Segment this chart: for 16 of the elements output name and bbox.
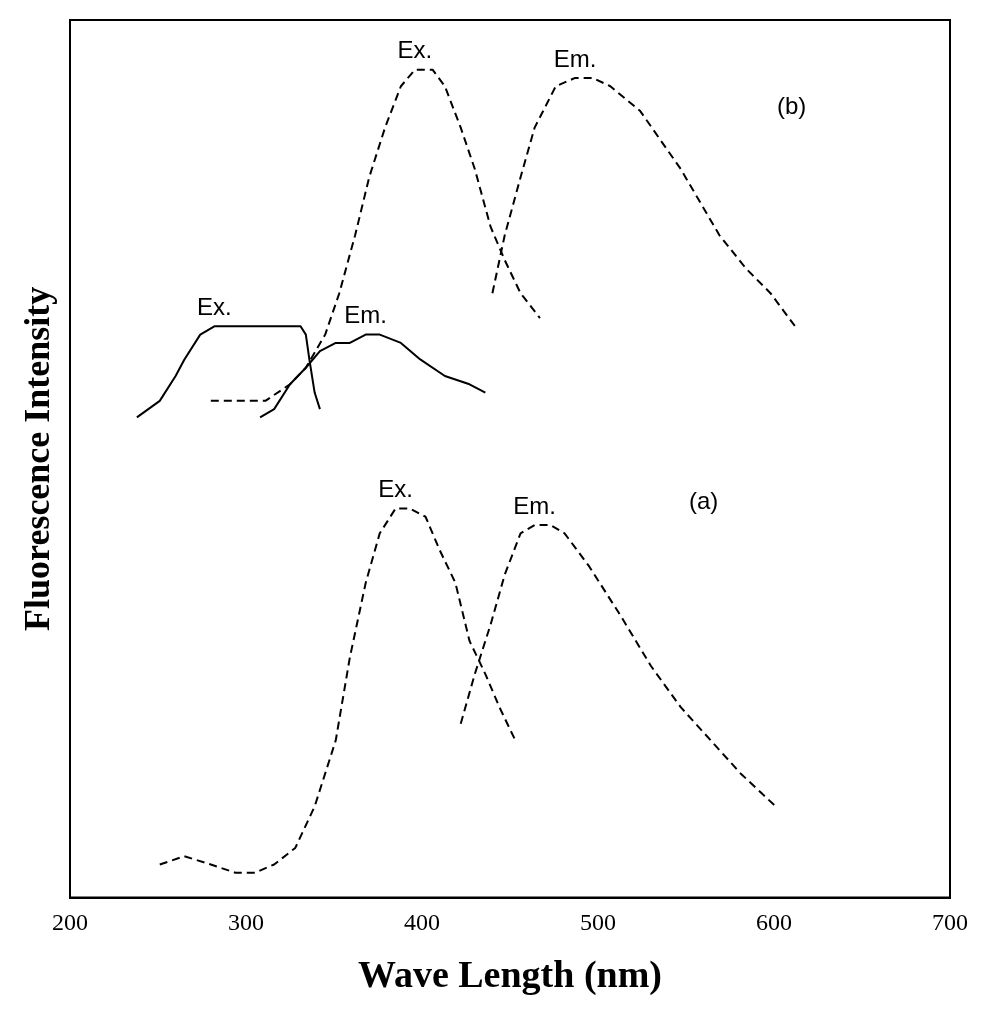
x-tick-label: 300: [228, 909, 264, 936]
series-label: Em.: [344, 301, 388, 329]
x-tick-label: 200: [52, 909, 88, 936]
series-label: Em.: [513, 491, 556, 519]
annotation: (b): [776, 92, 807, 120]
x-tick-label: 700: [932, 909, 968, 936]
y-axis-title: Fluorescence Intensity: [17, 286, 58, 631]
series-label: Ex.: [378, 475, 413, 503]
x-tick-label: 400: [404, 909, 440, 936]
x-axis-title: Wave Length (nm): [358, 953, 662, 997]
x-tick-label: 500: [580, 909, 616, 936]
annotation: (a): [688, 487, 719, 515]
series-label: Em.: [553, 44, 597, 72]
series-label: Ex.: [196, 292, 232, 320]
x-tick-label: 600: [756, 909, 792, 936]
series-label: Ex.: [397, 36, 433, 64]
